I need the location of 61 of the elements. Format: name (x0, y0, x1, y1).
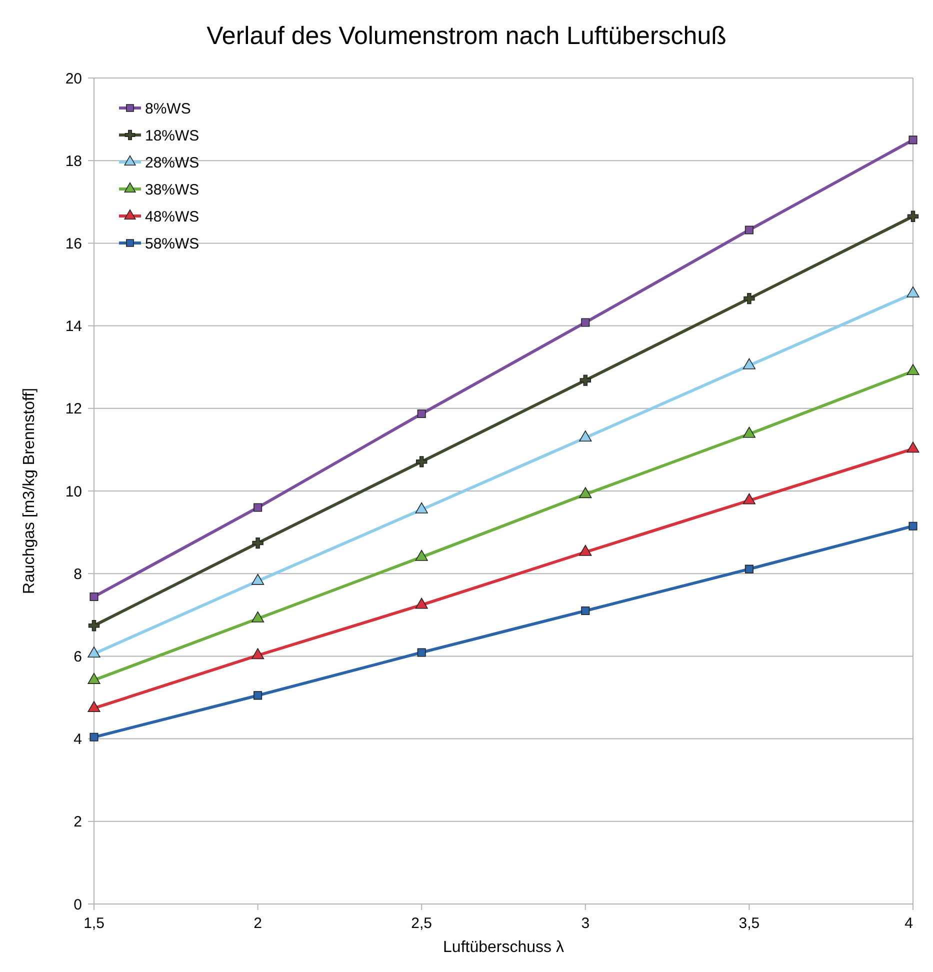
point (906, 442, 920, 453)
y-tick-label: 10 (65, 483, 82, 500)
y-tick-label: 6 (74, 648, 82, 666)
x-tick-label: 4 (904, 915, 913, 932)
point (742, 358, 756, 370)
point (580, 374, 591, 386)
point (254, 691, 262, 700)
x-tick-label: 2,5 (411, 915, 432, 932)
chart-title: Verlauf des Volumenstrom nach Luftüberschuß (206, 22, 726, 50)
y-tick-label: 0 (74, 896, 82, 914)
x-axis-title: Luftüberschuss λ (443, 939, 564, 956)
y-tick-label: 2 (74, 814, 82, 831)
point (88, 701, 100, 712)
point (908, 522, 918, 530)
point (254, 503, 262, 512)
x-tick-label: 1,5 (84, 915, 104, 932)
point (906, 286, 920, 298)
point (252, 648, 264, 660)
point (415, 502, 428, 514)
point (417, 648, 426, 657)
point (581, 606, 590, 616)
x-tick-label: 3,5 (738, 915, 760, 932)
point (416, 456, 428, 468)
point (907, 210, 919, 222)
point (579, 544, 592, 556)
point (581, 318, 590, 327)
legend-label: 48%WS (145, 208, 200, 226)
y-tick-label: 8 (74, 566, 82, 583)
legend-label: 8%WS (145, 100, 191, 118)
y-tick-label: 12 (65, 400, 82, 418)
point (744, 292, 755, 304)
point (579, 430, 592, 442)
x-tick-label: 3 (581, 915, 590, 932)
y-tick-label: 14 (65, 318, 82, 336)
legend-label: 28%WS (145, 154, 200, 172)
point (415, 550, 428, 561)
point (252, 574, 264, 585)
legend-label: 18%WS (145, 127, 200, 144)
point (579, 487, 592, 498)
y-tick-label: 4 (74, 731, 82, 748)
point (415, 598, 428, 609)
point (252, 611, 264, 622)
y-tick-label: 18 (65, 152, 82, 170)
point (88, 620, 100, 632)
y-tick-label: 16 (65, 235, 82, 252)
point (906, 364, 920, 376)
y-tick-label: 20 (65, 70, 82, 88)
point (90, 592, 98, 601)
point (88, 672, 100, 684)
y-axis-title: Rauchgas [m3/kg Brennstoff] (21, 388, 38, 594)
legend-label: 58%WS (145, 235, 200, 252)
point (742, 426, 756, 438)
point (417, 409, 426, 418)
x-tick-label: 2 (254, 915, 262, 932)
point (88, 646, 100, 658)
point (744, 564, 754, 574)
point (744, 226, 754, 234)
legend-label: 38%WS (145, 181, 200, 198)
point (252, 537, 264, 549)
point (908, 136, 918, 144)
point (742, 493, 756, 504)
